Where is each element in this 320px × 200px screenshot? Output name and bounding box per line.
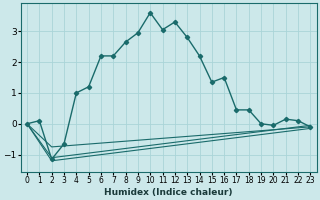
X-axis label: Humidex (Indice chaleur): Humidex (Indice chaleur): [104, 188, 233, 197]
